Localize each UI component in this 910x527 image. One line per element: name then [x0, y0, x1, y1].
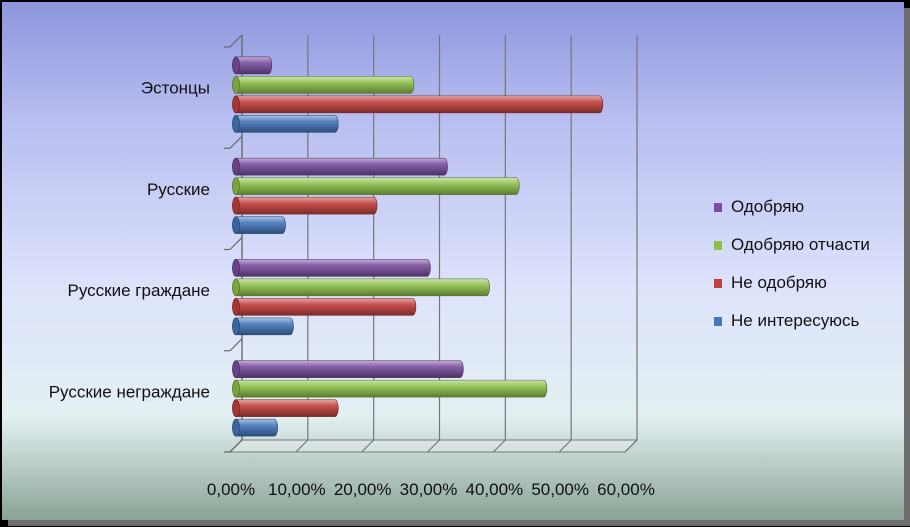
legend-item: Не одобряю: [714, 273, 827, 292]
legend-item: Одобряю отчасти: [714, 235, 870, 254]
x-tick-label: 0,00%: [207, 480, 255, 499]
bar: [232, 317, 294, 336]
bar: [232, 196, 378, 215]
bar: [232, 418, 278, 437]
bar: [232, 56, 273, 75]
legend-label: Одобряю: [731, 197, 804, 216]
legend-label: Не интересуюсь: [731, 311, 860, 330]
category-label: Русские граждане: [68, 281, 210, 300]
legend-item: Не интересуюсь: [714, 311, 860, 330]
bar: [232, 399, 339, 417]
legend-swatch: [714, 203, 722, 212]
y-axis-tick-depth: [229, 439, 243, 453]
bar: [232, 259, 431, 277]
x-tick-label: 10,00%: [268, 480, 326, 499]
category-label: Эстонцы: [141, 79, 210, 98]
bar: [232, 115, 339, 133]
chart-panel: Эстонцы Русские Русские граждане Русские не…: [2, 2, 904, 520]
legend-swatch: [714, 317, 722, 326]
bar: [232, 76, 415, 94]
y-axis-tick-depth: [229, 135, 243, 149]
gridline-floor: [295, 439, 309, 453]
x-tick-label: 30,00%: [400, 480, 458, 499]
x-tick-label: 40,00%: [465, 480, 523, 499]
gridline-floor: [624, 439, 638, 453]
y-axis-tick-depth: [229, 237, 243, 250]
bar: [232, 298, 417, 316]
x-tick-label: 20,00%: [334, 480, 392, 499]
gridline-floor: [558, 439, 572, 453]
x-tick-label: 60,00%: [597, 480, 655, 499]
bar: [232, 216, 286, 234]
legend-label: Не одобряю: [731, 273, 827, 292]
bar: [232, 379, 548, 398]
gridline-floor: [492, 439, 506, 453]
legend-item: Одобряю: [714, 197, 804, 216]
gridline-floor: [361, 439, 375, 453]
bar: [232, 278, 490, 297]
category-label: Русские неграждане: [49, 382, 210, 401]
x-tick-label: 50,00%: [531, 480, 589, 499]
gridline-floor: [427, 439, 440, 453]
legend-label: Одобряю отчасти: [731, 235, 870, 254]
bar: [232, 157, 448, 176]
legend-swatch: [714, 241, 722, 250]
bar: [232, 177, 520, 195]
legend-swatch: [714, 279, 722, 288]
bar: [232, 95, 604, 114]
bar: [232, 360, 464, 378]
category-label: Русские: [147, 180, 210, 199]
bar-chart: Эстонцы Русские Русские граждане Русские не…: [49, 34, 870, 499]
y-axis-tick-depth: [229, 34, 243, 48]
y-axis-tick-depth: [229, 338, 243, 352]
